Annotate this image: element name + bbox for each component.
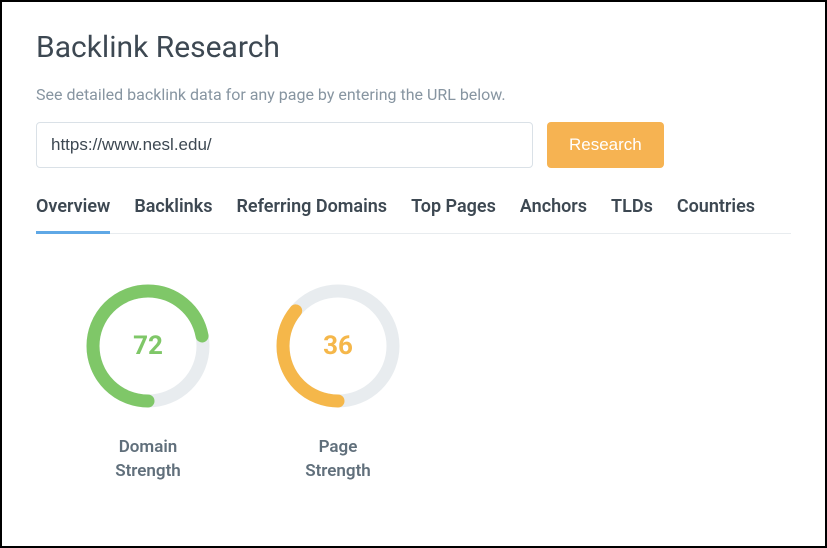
tab-tlds[interactable]: TLDs bbox=[611, 196, 653, 234]
gauge-ring-domain-strength: 72 bbox=[86, 284, 210, 408]
page-description: See detailed backlink data for any page … bbox=[36, 85, 791, 104]
page-title: Backlink Research bbox=[36, 30, 791, 65]
tab-anchors[interactable]: Anchors bbox=[520, 196, 587, 234]
tab-backlinks[interactable]: Backlinks bbox=[134, 196, 212, 234]
gauges-container: 72 DomainStrength 36 PageStrength bbox=[36, 284, 791, 484]
tabs-container: Overview Backlinks Referring Domains Top Pa… bbox=[36, 196, 791, 234]
gauge-page-strength: 36 PageStrength bbox=[268, 284, 408, 484]
gauge-value-domain-strength: 72 bbox=[86, 284, 210, 408]
gauge-domain-strength: 72 DomainStrength bbox=[78, 284, 218, 484]
tab-overview[interactable]: Overview bbox=[36, 196, 110, 234]
gauge-ring-page-strength: 36 bbox=[276, 284, 400, 408]
gauge-label-page-strength: PageStrength bbox=[305, 436, 371, 484]
tab-referring-domains[interactable]: Referring Domains bbox=[236, 196, 387, 234]
gauge-value-page-strength: 36 bbox=[276, 284, 400, 408]
research-button[interactable]: Research bbox=[547, 122, 664, 168]
url-input[interactable] bbox=[36, 122, 533, 168]
tab-top-pages[interactable]: Top Pages bbox=[411, 196, 496, 234]
tab-countries[interactable]: Countries bbox=[677, 196, 755, 234]
search-row: Research bbox=[36, 122, 791, 168]
gauge-label-domain-strength: DomainStrength bbox=[115, 436, 181, 484]
